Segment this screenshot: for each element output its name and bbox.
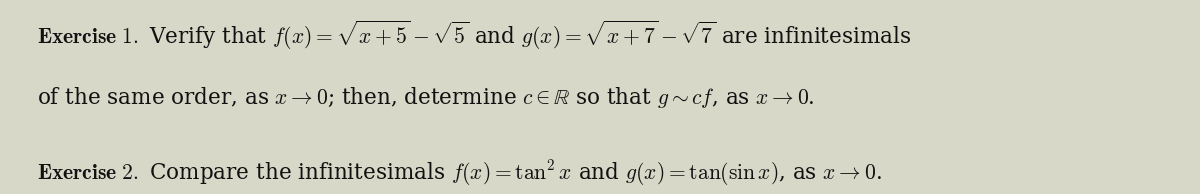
Text: $\bf{Exercise\ 2.}$ Compare the infinitesimals $f(x) = \tan^2 x$ and $g(x) = \ta: $\bf{Exercise\ 2.}$ Compare the infinite…	[37, 159, 882, 188]
Text: of the same order, as $x \to 0$; then, determine $c \in \mathbb{R}$ so that $g \: of the same order, as $x \to 0$; then, d…	[37, 85, 815, 109]
Text: $\bf{Exercise\ 1.}$ Verify that $f(x) = \sqrt{x+5} - \sqrt{5}$ and $g(x) = \sqrt: $\bf{Exercise\ 1.}$ Verify that $f(x) = …	[37, 19, 912, 52]
